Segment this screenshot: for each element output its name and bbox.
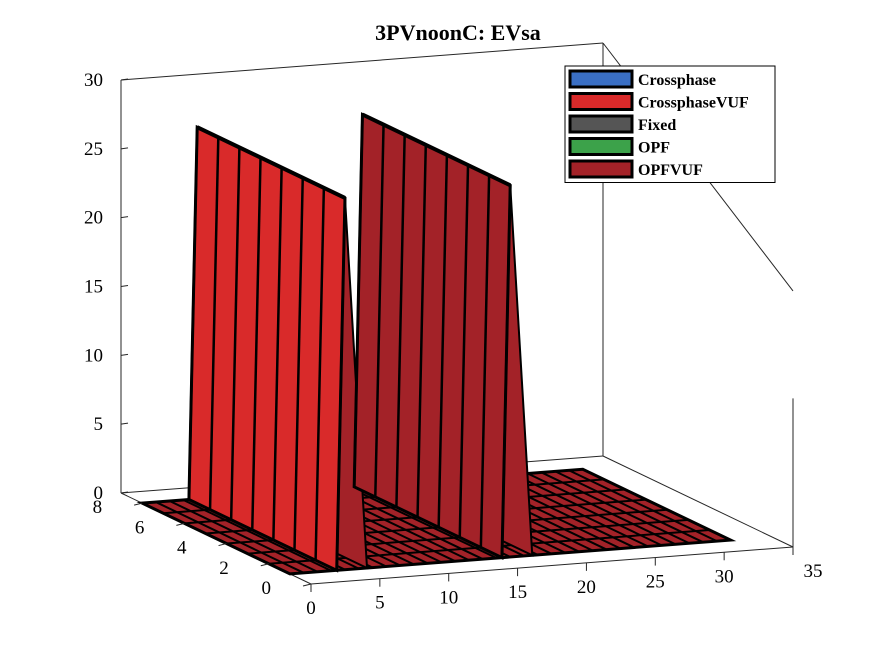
- chart-title: 3PVnoonC: EVsa: [375, 20, 541, 45]
- ridge-rib: [437, 154, 449, 528]
- z-tick-label: 5: [94, 414, 104, 435]
- z-tick-label: 20: [84, 208, 103, 229]
- floor-grid-line: [289, 539, 731, 575]
- ridge-rib: [416, 144, 428, 518]
- x-tick-label: 20: [577, 577, 596, 598]
- ridge-rib: [335, 197, 347, 571]
- legend-swatch: [568, 92, 634, 111]
- floor-grid-line: [513, 473, 663, 547]
- ridge-rib: [352, 114, 364, 487]
- floor-grid-line: [141, 502, 291, 575]
- legend-label: OPF: [638, 140, 670, 157]
- y-tick-label: 8: [93, 497, 103, 518]
- axis-edge: [310, 546, 794, 585]
- y-tick-mark: [133, 502, 143, 506]
- legend-label: Crossphase: [638, 72, 716, 89]
- ridge-rib: [229, 147, 241, 520]
- z-tick-mark: [120, 147, 129, 150]
- z-axis-ticks: 0 5 10 15 20 25 30: [84, 70, 129, 504]
- z-tick-label: 30: [84, 70, 103, 91]
- floor-grid-line: [541, 471, 690, 545]
- axis-edge: [120, 42, 604, 81]
- y-tick-label: 4: [177, 538, 187, 559]
- ridge-rib: [251, 157, 262, 530]
- ridge-rib: [293, 177, 305, 551]
- ridge-rib: [458, 165, 470, 538]
- axis-edge: [602, 455, 794, 548]
- x-tick-label: 15: [508, 582, 527, 603]
- legend-label: Fixed: [638, 117, 676, 134]
- y-tick-mark: [218, 543, 227, 547]
- floor-grid-line: [582, 468, 732, 541]
- z-tick-label: 10: [84, 345, 103, 366]
- ridge-rib: [314, 187, 326, 561]
- ridge-rib: [395, 134, 406, 508]
- y-tick-mark: [302, 583, 312, 587]
- z-tick-mark: [120, 422, 129, 425]
- x-tick-label: 35: [804, 561, 823, 582]
- y-tick-mark: [260, 563, 269, 567]
- legend-swatch: [568, 69, 634, 89]
- y-tick-label: 2: [219, 558, 229, 579]
- x-tick-label: 25: [646, 572, 665, 593]
- z-tick-mark: [120, 353, 129, 356]
- legend-swatch: [568, 159, 634, 179]
- y-tick-label: 0: [262, 578, 272, 599]
- floor-grid-line: [182, 499, 332, 572]
- floor-grid-line: [169, 500, 318, 573]
- legend: Crossphase CrossphaseVUF Fixed OPF OPFVUF: [564, 65, 776, 183]
- x-tick-label: 10: [439, 587, 458, 608]
- x-tick-label: 5: [375, 593, 385, 614]
- z-tick-label: 25: [84, 139, 103, 160]
- legend-swatch: [568, 114, 634, 134]
- y-tick-mark: [176, 522, 185, 526]
- floor-grid-line: [155, 501, 305, 574]
- ridge-rib: [500, 185, 512, 558]
- ridge-rib: [374, 124, 385, 497]
- ridge-top-edge: [361, 112, 512, 188]
- x-tick-label: 0: [306, 598, 316, 619]
- x-tick-label: 30: [715, 566, 734, 587]
- z-tick-label: 0: [94, 483, 104, 504]
- floor-grid-line: [568, 469, 718, 543]
- ridge-front-face: [187, 124, 347, 573]
- x-axis-ticks: 0 5 10 15 20 25 30 35: [306, 547, 823, 619]
- floor-grid-line: [348, 486, 497, 559]
- ridge-rib: [187, 127, 199, 500]
- ridge-front-face: [352, 112, 512, 560]
- legend-label: OPFVUF: [638, 162, 703, 179]
- legend-swatch: [568, 137, 634, 156]
- z-tick-mark: [120, 78, 129, 81]
- legend-label: CrossphaseVUF: [638, 95, 749, 112]
- z-tick-mark: [120, 285, 129, 287]
- ridge-top-edge: [196, 125, 346, 200]
- z-tick-mark: [120, 491, 129, 494]
- ridge-rib: [479, 175, 491, 548]
- y-tick-label: 6: [135, 517, 145, 538]
- floor-grid-line: [527, 472, 676, 546]
- z-tick-label: 15: [84, 277, 103, 298]
- ridge-rib: [208, 137, 220, 510]
- surface-ridges: [187, 112, 534, 573]
- y-axis-ticks: 0 2 4 6 8: [93, 497, 312, 599]
- ridge-rib: [272, 167, 283, 540]
- z-tick-mark: [120, 216, 129, 219]
- floor-grid-line: [554, 470, 704, 544]
